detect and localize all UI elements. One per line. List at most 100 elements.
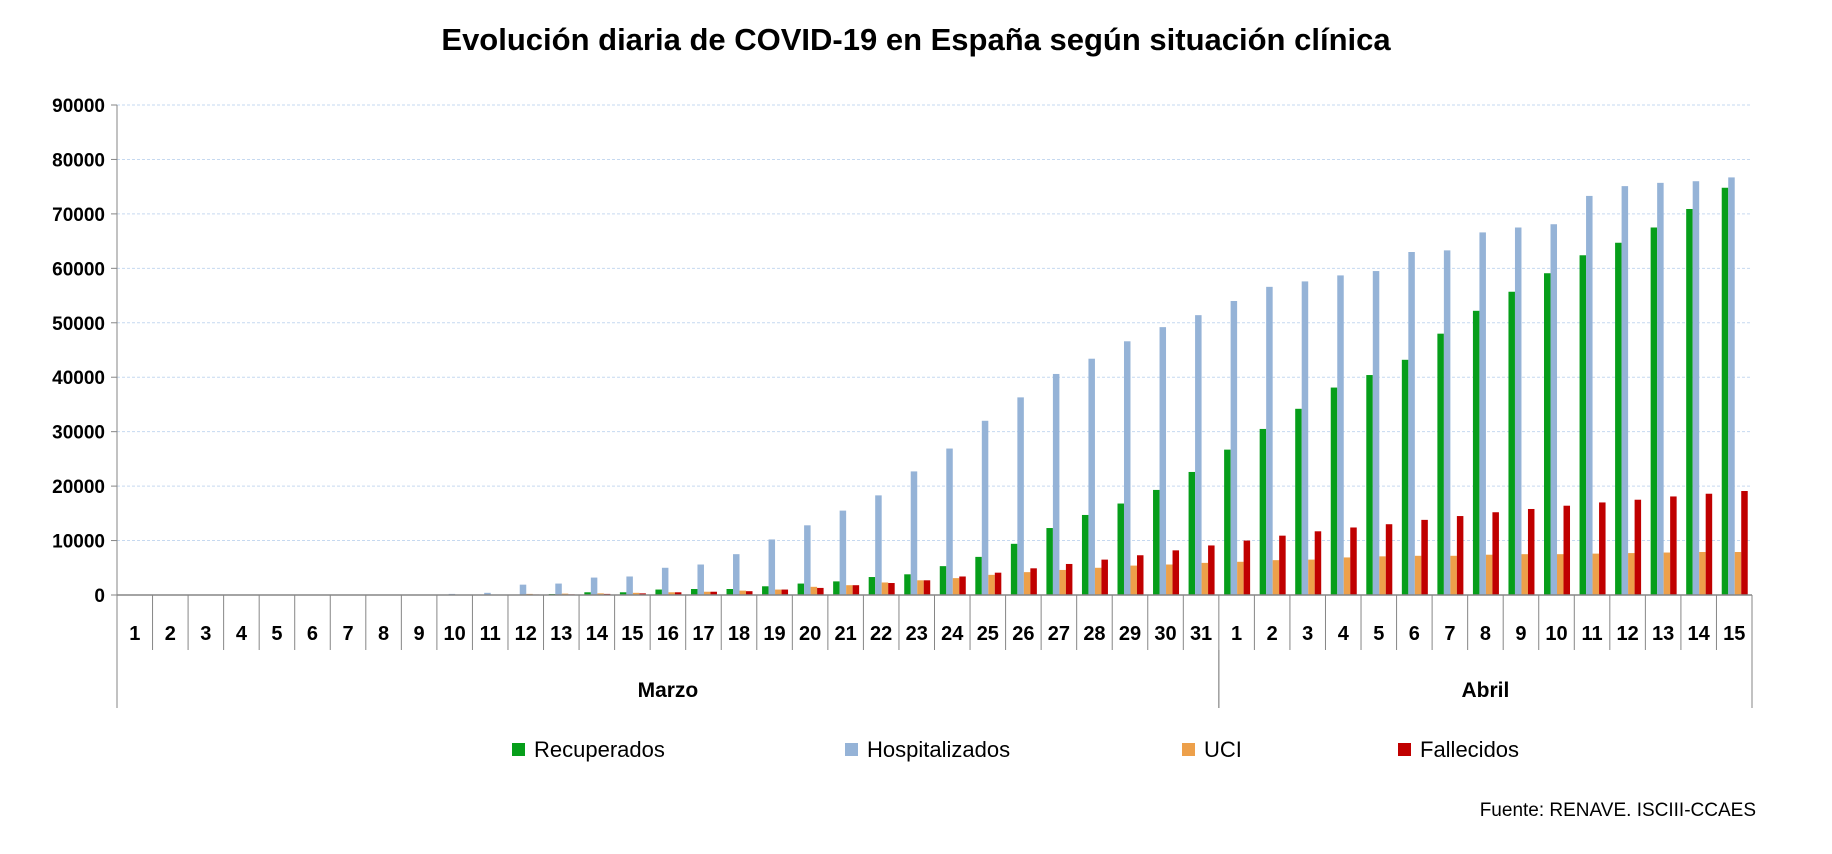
y-tick-label: 40000 (52, 368, 105, 389)
y-tick-label: 20000 (52, 477, 105, 498)
bar-hospitalizados-44 (1657, 183, 1664, 595)
bar-fallecidos-35 (1350, 527, 1357, 595)
x-tick-label: 24 (941, 623, 964, 645)
bar-recuperados-32 (1224, 450, 1231, 595)
bar-fallecidos-19 (782, 590, 789, 595)
x-tick-label: 5 (271, 623, 282, 645)
x-tick-label: 10 (1545, 623, 1567, 645)
bar-hospitalizados-21 (840, 511, 847, 595)
x-tick-label: 3 (200, 623, 211, 645)
bar-fallecidos-39 (1492, 512, 1499, 595)
x-tick-label: 19 (763, 623, 785, 645)
bar-uci-26 (1024, 572, 1030, 595)
y-tick-label: 30000 (52, 423, 105, 444)
x-tick-label: 28 (1083, 623, 1105, 645)
x-tick-label: 13 (550, 623, 572, 645)
bar-hospitalizados-26 (1017, 397, 1024, 595)
bar-uci-39 (1486, 555, 1493, 595)
group-label-abril: Abril (1462, 679, 1510, 702)
x-tick-label: 1 (129, 623, 140, 645)
x-tick-label: 12 (515, 623, 537, 645)
bar-recuperados-29 (1117, 504, 1124, 595)
x-tick-label: 10 (444, 623, 466, 645)
x-tick-label: 2 (165, 623, 176, 645)
bar-fallecidos-37 (1421, 520, 1428, 595)
bar-uci-38 (1450, 556, 1457, 595)
chart-title: Evolución diaria de COVID-19 en España s… (441, 22, 1391, 57)
bar-hospitalizados-15 (626, 576, 633, 595)
x-tick-label: 21 (835, 623, 857, 645)
bar-uci-31 (1202, 563, 1209, 595)
bar-uci-28 (1095, 568, 1102, 595)
x-tick-label: 8 (378, 623, 389, 645)
x-tick-label: 5 (1373, 623, 1384, 645)
x-tick-label: 27 (1048, 623, 1070, 645)
y-tick-label: 90000 (52, 96, 105, 117)
bar-uci-32 (1237, 562, 1244, 595)
bar-hospitalizados-46 (1728, 177, 1735, 595)
x-tick-label: 6 (307, 623, 318, 645)
bar-hospitalizados-14 (591, 578, 598, 595)
bar-recuperados-21 (833, 581, 840, 595)
bar-hospitalizados-28 (1088, 359, 1095, 595)
bar-fallecidos-46 (1741, 491, 1748, 595)
x-tick-label: 14 (1688, 623, 1711, 645)
y-axis-ticks: 0100002000030000400005000060000700008000… (52, 96, 117, 607)
bar-recuperados-27 (1046, 528, 1053, 595)
bar-hospitalizados-37 (1408, 252, 1415, 595)
bar-fallecidos-42 (1599, 502, 1606, 595)
bar-recuperados-39 (1473, 311, 1480, 595)
bar-hospitalizados-33 (1266, 287, 1273, 595)
bar-uci-35 (1344, 557, 1351, 595)
x-tick-label: 15 (621, 623, 643, 645)
bar-fallecidos-38 (1457, 516, 1464, 595)
bar-recuperados-34 (1295, 409, 1302, 595)
x-tick-label: 23 (906, 623, 928, 645)
bar-recuperados-41 (1544, 273, 1551, 595)
x-tick-label: 26 (1012, 623, 1034, 645)
x-tick-label: 2 (1267, 623, 1278, 645)
bar-recuperados-33 (1260, 429, 1267, 595)
x-tick-label: 25 (977, 623, 999, 645)
bar-fallecidos-36 (1386, 524, 1393, 595)
bar-recuperados-28 (1082, 515, 1089, 595)
bar-recuperados-44 (1651, 228, 1658, 596)
bar-hospitalizados-12 (520, 585, 527, 595)
x-tick-label: 14 (586, 623, 609, 645)
bar-uci-37 (1415, 556, 1422, 595)
bar-recuperados-30 (1153, 490, 1160, 595)
legend-swatch-uci (1182, 743, 1195, 756)
x-tick-label: 8 (1480, 623, 1491, 645)
x-tick-label: 22 (870, 623, 892, 645)
y-tick-label: 0 (94, 586, 105, 607)
x-tick-label: 11 (480, 623, 501, 645)
bar-fallecidos-23 (924, 580, 931, 595)
bar-fallecidos-30 (1173, 550, 1180, 595)
x-tick-label: 9 (414, 623, 425, 645)
bar-fallecidos-29 (1137, 555, 1144, 595)
bar-recuperados-23 (904, 574, 911, 595)
x-tick-label: 16 (657, 623, 679, 645)
bar-recuperados-17 (691, 589, 698, 595)
bar-recuperados-26 (1011, 544, 1018, 595)
bar-uci-42 (1593, 554, 1600, 595)
bar-uci-24 (953, 578, 960, 595)
y-tick-label: 10000 (52, 532, 105, 553)
bar-hospitalizados-16 (662, 568, 669, 595)
x-tick-label: 4 (236, 623, 248, 645)
bar-recuperados-24 (940, 566, 947, 595)
x-tick-label: 31 (1190, 623, 1212, 645)
legend-swatch-fallecidos (1398, 743, 1411, 756)
bar-hospitalizados-40 (1515, 228, 1522, 596)
x-tick-label: 11 (1581, 623, 1602, 645)
bar-recuperados-36 (1366, 375, 1373, 595)
bar-hospitalizados-34 (1302, 281, 1309, 595)
y-tick-label: 50000 (52, 314, 105, 335)
bar-fallecidos-24 (959, 576, 966, 595)
bar-recuperados-18 (727, 589, 734, 595)
bar-recuperados-22 (869, 577, 876, 595)
bar-hospitalizados-27 (1053, 374, 1060, 595)
bar-uci-44 (1664, 553, 1671, 595)
x-tick-label: 20 (799, 623, 821, 645)
bar-fallecidos-32 (1244, 541, 1251, 595)
